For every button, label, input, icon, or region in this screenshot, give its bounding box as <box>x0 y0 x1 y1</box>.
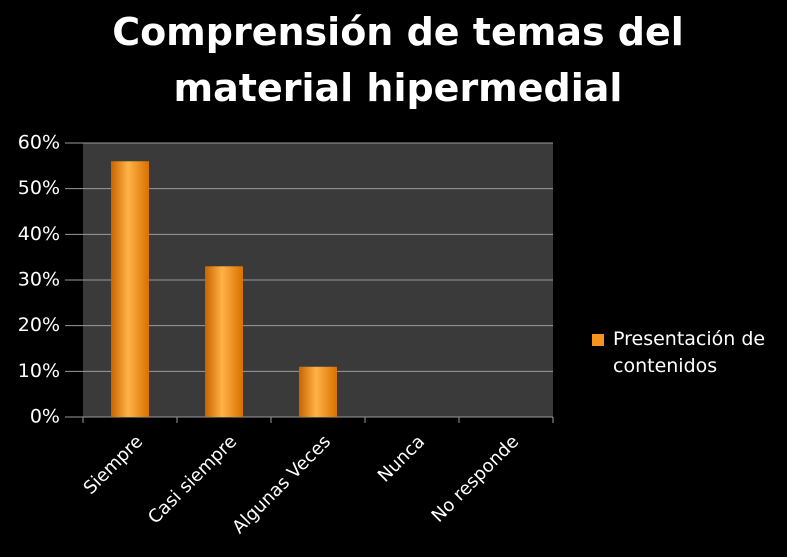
bar <box>111 161 149 417</box>
y-tick-label: 30% <box>18 269 60 291</box>
bar <box>205 266 243 417</box>
y-tick-label: 20% <box>18 314 60 336</box>
x-tick-label: Siempre <box>80 431 148 499</box>
y-tick-label: 50% <box>18 177 60 199</box>
y-tick-label: 0% <box>30 406 60 428</box>
x-tick-label: Casi siempre <box>144 431 241 528</box>
x-tick-label: No responde <box>428 431 523 526</box>
legend-label: Presentación de contenidos <box>613 328 766 377</box>
chart-title: Comprensión de temas del material hiperm… <box>112 10 684 110</box>
y-tick-label: 10% <box>18 360 60 382</box>
legend-swatch <box>592 334 604 346</box>
x-tick-label: Nunca <box>374 431 429 486</box>
y-tick-label: 60% <box>18 132 60 154</box>
bar <box>299 366 337 417</box>
x-tick-label: Algunas Veces <box>228 431 335 538</box>
y-tick-label: 40% <box>18 223 60 245</box>
